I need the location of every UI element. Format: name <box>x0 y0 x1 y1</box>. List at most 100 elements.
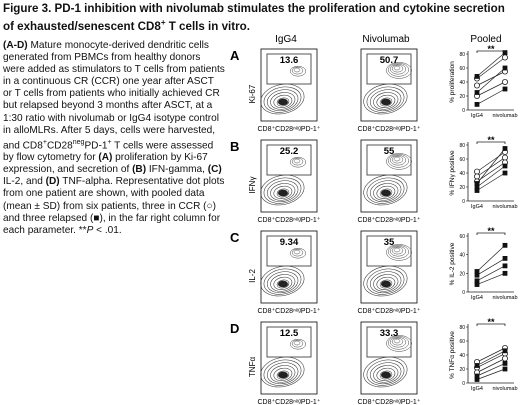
gate <box>366 53 412 85</box>
significance-label: ** <box>487 317 495 327</box>
flow-ylabel: IL-2 <box>248 269 257 283</box>
panel-b: B IFNγ 25.2 CD8⁺CD28ⁿᵉᵍPD-1⁺ 55 CD8⁺CD28ⁿᵉᵍPD… <box>230 135 518 224</box>
contour-line <box>270 365 296 383</box>
flow-ylabel: Ki-67 <box>248 84 257 103</box>
pooled-ytick-label: 60 <box>459 234 465 240</box>
pooled-point-relapsed <box>474 278 480 284</box>
pooled-ylabel: % proliferation <box>449 61 456 103</box>
column-header-igg4: IgG4 <box>275 34 297 45</box>
contour-line <box>273 367 293 381</box>
pooled-point-relapsed <box>502 366 508 372</box>
contour-line <box>389 336 407 348</box>
flow-plot-nivolumab: 55 CD8⁺CD28ⁿᵉᵍPD-1⁺ <box>357 139 421 224</box>
pooled-ytick-label: 20 <box>459 271 465 277</box>
pooled-xtick-label: IgG4 <box>471 386 483 392</box>
contour-line <box>393 65 401 71</box>
pooled-point-relapsed <box>502 146 508 151</box>
gate-value: 35 <box>384 237 395 248</box>
pooled-point-relapsed <box>502 242 508 248</box>
pooled-ytick-label: 80 <box>459 52 465 58</box>
contour-line <box>379 370 393 380</box>
pooled-pair-line <box>476 57 506 79</box>
pooled-pair-line <box>476 273 506 285</box>
pooled-xtick-label: IgG4 <box>471 295 483 301</box>
pooled-pair-line <box>476 353 506 368</box>
pooled-pair-line <box>476 358 506 373</box>
contour-line <box>389 63 407 75</box>
contour-line <box>391 64 404 73</box>
flow-xlabel: CD8⁺CD28ⁿᵉᵍPD-1⁺ <box>257 307 320 315</box>
contour-line <box>289 338 307 350</box>
pooled-point-ccr <box>473 173 480 180</box>
pooled-pair-line <box>476 52 506 77</box>
contour-line <box>373 274 399 292</box>
contour-line <box>379 97 393 107</box>
contour-line <box>386 62 412 79</box>
plot-frame <box>260 321 318 395</box>
pooled-ytick-label: 40 <box>459 253 465 259</box>
pooled-xtick-label: nivolumab <box>492 113 517 119</box>
contour-line <box>289 65 307 77</box>
figure-legend: (A-D) Mature monocyte-derived dendritic … <box>3 40 225 236</box>
gate-value: 13.6 <box>280 55 299 66</box>
flow-plot-igg4: 12.5 CD8⁺CD28ⁿᵉᵍPD-1⁺ <box>257 321 321 405</box>
gate <box>266 144 312 176</box>
contour-line <box>369 271 402 294</box>
contour-line <box>393 338 401 344</box>
flow-xlabel: CD8⁺CD28ⁿᵉᵍPD-1⁺ <box>357 398 420 405</box>
gate <box>366 144 412 176</box>
gate <box>366 235 412 267</box>
contour-line <box>291 66 304 75</box>
contour-line <box>369 362 402 385</box>
figure-panels: IgG4 Nivolumab Pooled A Ki-67 13.6 CD8⁺CD28… <box>230 34 518 405</box>
pooled-point-ccr <box>501 79 508 86</box>
contour-line <box>263 359 302 386</box>
significance-label: ** <box>487 44 495 54</box>
pooled-pair-line <box>476 151 506 172</box>
pooled-point-relapsed <box>502 86 508 92</box>
pooled-point-relapsed <box>474 269 480 274</box>
flow-ylabel: TNFα <box>248 357 257 378</box>
plot-frame <box>360 48 418 122</box>
contour-line <box>289 247 307 259</box>
pooled-ytick-label: 60 <box>459 339 465 345</box>
pooled-point-ccr <box>501 154 508 161</box>
pooled-pair-line <box>476 363 506 377</box>
contour-line <box>260 265 305 297</box>
contour-line <box>376 276 396 290</box>
contour-line <box>373 92 399 110</box>
panel-letter: D <box>230 321 239 336</box>
contour-line <box>388 154 409 168</box>
pooled-chart: % proliferation 0 20 40 60 80 IgG4 nivolumab ** <box>449 44 518 119</box>
contour-line <box>369 89 402 112</box>
gate <box>366 326 412 358</box>
contour-line <box>373 365 399 383</box>
flow-plot-nivolumab: 33.3 CD8⁺CD28ⁿᵉᵍPD-1⁺ <box>357 321 421 405</box>
contour-core <box>381 371 391 379</box>
contour-line <box>289 156 307 168</box>
contour-line <box>270 274 296 292</box>
pooled-point-relapsed <box>474 363 480 368</box>
pooled-point-relapsed <box>474 272 480 278</box>
contour-line <box>260 356 305 388</box>
pooled-point-relapsed <box>502 263 508 269</box>
pooled-pair-line <box>476 172 506 191</box>
pooled-ytick-label: 40 <box>459 171 465 177</box>
pooled-pair-line <box>476 165 506 188</box>
pooled-point-ccr <box>501 54 508 61</box>
gate-value: 55 <box>384 146 395 157</box>
pooled-ytick-label: 20 <box>459 367 465 373</box>
pooled-pair-line <box>476 81 506 97</box>
contour-core <box>278 98 288 106</box>
panel-letter: B <box>230 139 239 154</box>
pooled-ytick-label: 20 <box>459 94 465 100</box>
pooled-chart: % TNFα positive 0 20 40 60 80 IgG4 nivolumab ** <box>449 317 518 392</box>
pooled-ytick-label: 0 <box>462 381 465 387</box>
contour-line <box>366 268 405 295</box>
flow-plot-igg4: 9.34 CD8⁺CD28ⁿᵉᵍPD-1⁺ <box>257 230 321 315</box>
pooled-xtick-label: IgG4 <box>471 204 483 210</box>
pooled-ytick-label: 80 <box>459 325 465 331</box>
flow-plot-nivolumab: 50.7 CD8⁺CD28ⁿᵉᵍPD-1⁺ <box>357 48 421 133</box>
pooled-point-relapsed <box>474 90 480 95</box>
contour-line <box>276 370 290 380</box>
